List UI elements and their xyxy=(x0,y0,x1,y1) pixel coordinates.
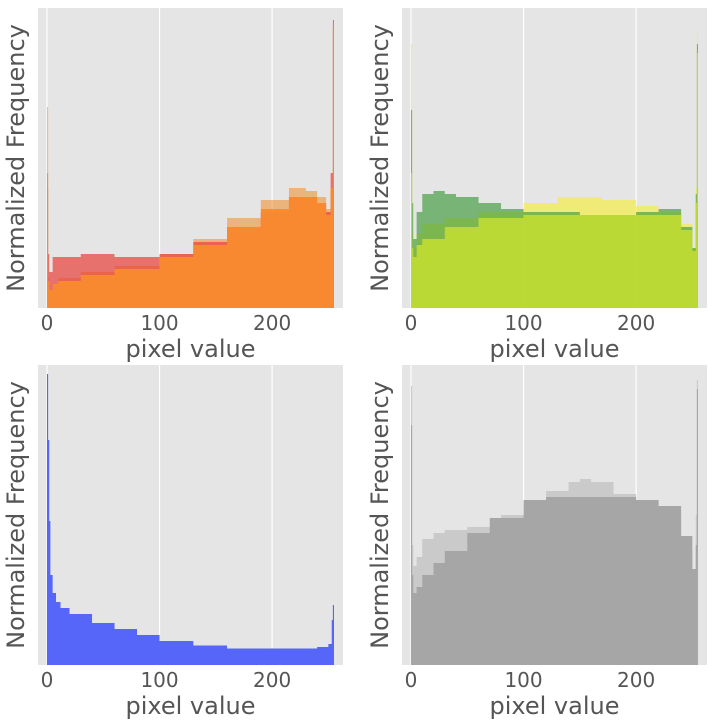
x-tick-label: 0 xyxy=(405,311,418,335)
histogram-series-2 xyxy=(411,389,699,665)
y-axis-label: Normalized Frequency xyxy=(366,24,394,292)
x-tick-label: 100 xyxy=(140,668,178,692)
x-tick-label: 100 xyxy=(140,311,178,335)
x-axis-label: pixel value xyxy=(126,335,256,363)
y-axis-label: Normalized Frequency xyxy=(2,381,30,649)
x-tick-label: 200 xyxy=(253,668,291,692)
x-axis-label: pixel value xyxy=(490,692,620,720)
x-tick-label: 200 xyxy=(617,311,655,335)
histogram-series-1 xyxy=(47,374,335,665)
x-tick-label: 0 xyxy=(41,311,54,335)
y-axis-label: Normalized Frequency xyxy=(2,24,30,292)
x-axis-label: pixel value xyxy=(126,692,256,720)
x-tick-label: 100 xyxy=(504,311,542,335)
x-tick-label: 200 xyxy=(253,311,291,335)
x-axis-label: pixel value xyxy=(490,335,620,363)
x-tick-label: 200 xyxy=(617,668,655,692)
histogram-series-3 xyxy=(47,26,335,308)
y-axis-label: Normalized Frequency xyxy=(366,381,394,649)
x-tick-label: 0 xyxy=(41,668,54,692)
histogram-series-3 xyxy=(411,53,699,308)
x-tick-label: 100 xyxy=(504,668,542,692)
x-tick-label: 0 xyxy=(405,668,418,692)
